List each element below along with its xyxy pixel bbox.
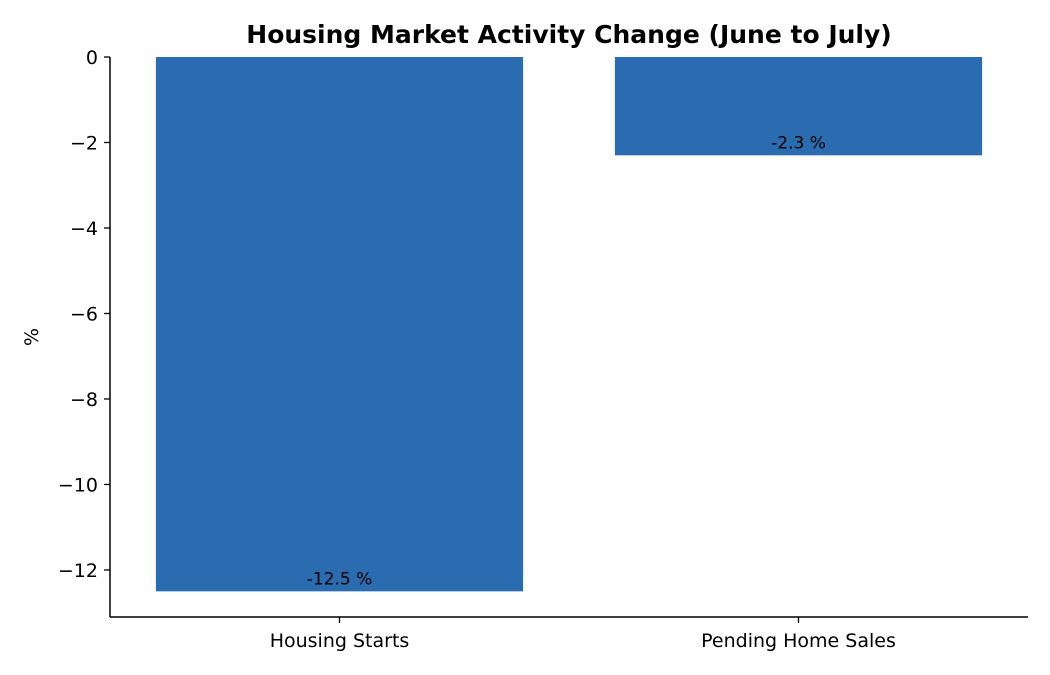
- y-tick-label: −4: [70, 218, 98, 240]
- x-tick-label: Pending Home Sales: [701, 630, 896, 652]
- chart-title: Housing Market Activity Change (June to …: [246, 20, 891, 49]
- data-label-pending-home-sales: -2.3 %: [771, 133, 826, 153]
- y-tick-label: −2: [70, 132, 98, 154]
- data-label-housing-starts: -12.5 %: [307, 569, 373, 589]
- bar-pending-home-sales: [614, 57, 983, 156]
- y-tick-label: −12: [58, 560, 98, 582]
- x-tick-label: Housing Starts: [270, 630, 410, 652]
- y-axis: 0 −2 −4 −6 −8 −10 −12: [58, 47, 111, 617]
- data-labels-layer: -12.5 % -2.3 %: [307, 133, 826, 589]
- bars-layer: [155, 57, 983, 592]
- bar-housing-starts: [155, 57, 524, 592]
- y-axis-label: %: [21, 328, 43, 346]
- y-tick-label: 0: [86, 47, 98, 69]
- y-tick-label: −10: [58, 474, 98, 496]
- y-tick-label: −8: [70, 389, 98, 411]
- x-axis: Housing Starts Pending Home Sales: [110, 616, 1028, 652]
- y-tick-label: −6: [70, 303, 98, 325]
